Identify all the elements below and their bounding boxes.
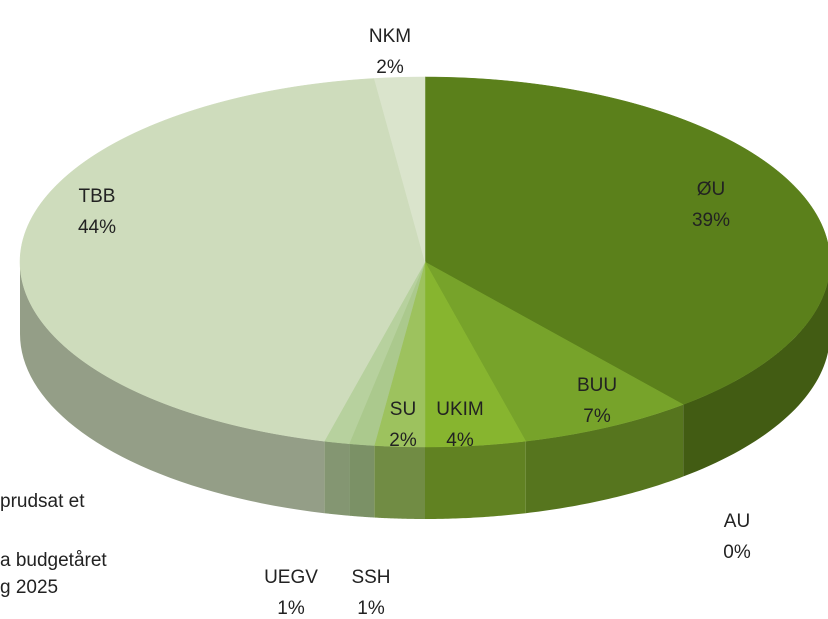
slice-label: UKIM — [436, 399, 484, 420]
slice — [424, 76, 828, 405]
slice — [424, 261, 684, 442]
slice-value-label: 7% — [583, 406, 611, 427]
slice-label: TBB — [79, 186, 116, 207]
slice — [19, 78, 426, 442]
slice-value-label: 4% — [446, 430, 474, 451]
slice-side — [349, 443, 375, 518]
slice-value-label: 2% — [389, 430, 417, 451]
slice-value-label: 1% — [277, 598, 305, 619]
slice-value-label: 0% — [723, 542, 751, 563]
slice — [373, 76, 426, 263]
slice-value-label: 1% — [357, 598, 385, 619]
slice-side — [525, 404, 684, 514]
note: prudsat et — [0, 491, 85, 512]
slice-side — [20, 262, 325, 514]
slice-label: SU — [390, 399, 416, 420]
slice-label: NKM — [369, 26, 411, 47]
slice-value-label: 2% — [376, 57, 404, 78]
slice-value-label: 39% — [692, 210, 730, 231]
slice-label: BUU — [577, 375, 617, 396]
slice-label: ØU — [697, 179, 726, 200]
slice-side — [374, 445, 425, 519]
slice — [424, 261, 527, 448]
slice-side — [324, 441, 350, 516]
slice-side — [425, 441, 526, 519]
slice-side — [683, 280, 828, 477]
slice-value-label: 44% — [78, 217, 116, 238]
note: g 2025 — [0, 577, 58, 598]
slice-label: UEGV — [264, 567, 318, 588]
slice-label: AU — [724, 511, 750, 532]
note: a budgetåret — [0, 550, 107, 571]
slice-label: SSH — [351, 567, 390, 588]
